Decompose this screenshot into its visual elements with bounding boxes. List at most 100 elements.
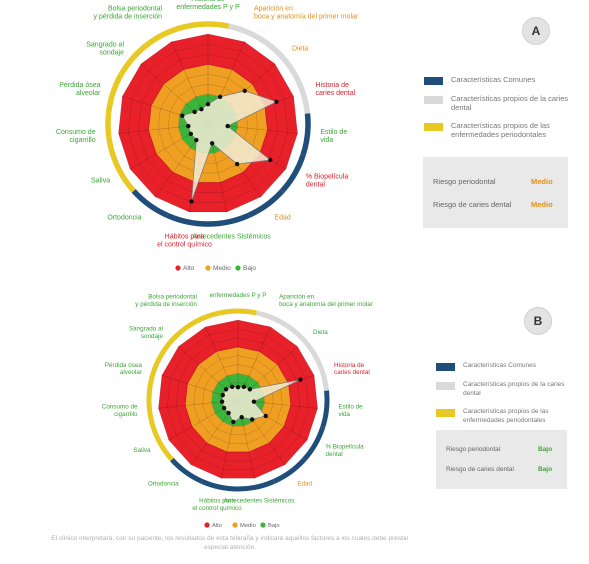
factor-label: Pérdida ósea alveolar <box>59 82 101 97</box>
factor-label-line: vida <box>320 137 333 144</box>
risk-box-a: Riesgo periodontal Medio Riesgo de carie… <box>423 157 568 228</box>
risk-value: Bajo <box>538 466 553 473</box>
factor-label-line: enfermedades P y P <box>176 4 240 11</box>
data-point <box>247 387 253 392</box>
factor-label-line: Bolsa periodontal <box>108 6 163 13</box>
factor-label-line: alveolar <box>76 90 101 97</box>
legend-label: Características Comunes <box>463 362 536 369</box>
factor-label: Ortodoncia <box>148 480 179 487</box>
grid-ring <box>184 346 292 453</box>
data-point <box>263 413 268 419</box>
category-ring-segment <box>265 40 297 76</box>
factor-label-line: Dieta <box>292 45 308 52</box>
legend-dot-label: Medio <box>240 523 256 529</box>
category-ring-segment <box>312 354 329 392</box>
factor-label-line: Ortodoncia <box>148 480 179 487</box>
factor-label: Bolsa periodontal y pérdida de inserción <box>135 293 197 307</box>
data-point <box>251 399 257 404</box>
factor-label: Antecedentes Sistémicos <box>224 498 295 505</box>
category-ring-segment <box>184 310 221 331</box>
category-ring-segment <box>119 40 151 76</box>
data-point <box>209 141 215 146</box>
factor-label-line: boca y anatomía del primer molar <box>279 301 373 308</box>
category-ring-segment <box>131 189 169 218</box>
risk-box-b: Riesgo periodontal Bajo Riesgo de caries… <box>436 430 567 489</box>
factor-label-line: Aparición en <box>279 293 315 300</box>
category-ring-segment <box>105 72 124 114</box>
factor-label-line: Hábitos para <box>165 234 205 241</box>
factor-label: Historia de caries dental <box>334 362 370 376</box>
factor-label-line: sondaje <box>141 333 164 340</box>
factor-label-line: Historia de <box>191 0 225 3</box>
grid-ring <box>148 63 268 183</box>
swatch-caries <box>436 382 455 390</box>
factor-label-line: Ortodoncia <box>107 215 141 222</box>
data-point <box>205 102 211 107</box>
factor-label: Historia deenfermedades P y P <box>176 0 240 11</box>
panel-badge-a: A <box>522 17 550 45</box>
factor-label-line: enfermedades P y P <box>210 292 267 299</box>
category-ring-segment <box>218 308 258 316</box>
category-ring-segment <box>150 426 174 462</box>
category-ring-segment <box>186 21 230 29</box>
data-point <box>242 88 247 94</box>
category-ring-segment <box>105 113 116 156</box>
data-point <box>223 387 229 392</box>
data-point <box>221 405 227 411</box>
data-point <box>199 107 204 112</box>
factor-label: Edad <box>297 480 312 487</box>
data-point <box>194 137 199 143</box>
factor-label: Estilo de vida <box>320 129 347 144</box>
legend-label: Características propios de la caries den… <box>451 94 569 112</box>
category-ring-segment <box>166 212 209 227</box>
legend-dot-label: Bajo <box>268 523 280 529</box>
factor-label-line: el control químico <box>157 242 212 249</box>
factor-label: Sangrado al sondaje <box>86 41 124 56</box>
legend-dot-label: Alto <box>212 523 222 529</box>
legend-dot-label: Medio <box>213 265 231 272</box>
footnote: El clínico interpretará, con su paciente… <box>51 535 409 551</box>
data-point <box>189 199 194 204</box>
legend-item-caries: Características propios de la caries den… <box>436 380 581 398</box>
factor-label: Ortodoncia <box>107 215 141 222</box>
factor-label-line: y pérdida de inserción <box>94 14 163 21</box>
factor-label: % Biopelícula dental <box>325 444 364 458</box>
data-point <box>186 123 191 129</box>
data-point <box>234 161 240 167</box>
factor-label-line: Consumo de <box>56 129 96 136</box>
panel-badge-b: B <box>524 307 552 335</box>
legend-label: Características propios de la caries den… <box>463 381 565 397</box>
grid-ring <box>167 328 309 470</box>
data-point <box>274 99 279 104</box>
category-ring-segment <box>147 23 188 46</box>
factor-label-line: sondaje <box>99 49 124 56</box>
category-ring-segment <box>170 457 203 484</box>
legend-item-comunes: Características Comunes <box>436 361 581 371</box>
category-ring-segment <box>237 478 276 492</box>
grid-ring <box>128 43 288 203</box>
factor-label-line: Aparición en <box>254 6 293 13</box>
factor-label-line: Bolsa periodontal <box>148 293 197 300</box>
data-polygon <box>181 90 278 202</box>
risk-label: Riesgo de caries dental <box>433 200 512 209</box>
legend-item-caries: Características propios de la caries den… <box>424 94 569 112</box>
category-ring-segment <box>110 154 136 193</box>
factor-label: Saliva <box>133 447 151 454</box>
data-point <box>249 417 255 422</box>
factor-label-line: Edad <box>274 215 290 222</box>
data-point <box>180 113 185 118</box>
factor-label-line: Estilo de <box>338 404 363 411</box>
factor-label-line: el control químico <box>192 505 242 512</box>
legend-dot-bajo <box>235 265 241 271</box>
grid-ring <box>202 364 274 436</box>
legend-item-periodontales: Características propios de las enfermeda… <box>436 407 581 425</box>
data-point <box>225 123 230 129</box>
category-ring-segment <box>255 310 292 331</box>
factor-label-line: Historia de <box>334 362 365 369</box>
grid-ring <box>193 355 283 444</box>
factor-label-line: alveolar <box>120 369 142 376</box>
legend-b: Características Comunes Características … <box>436 361 581 434</box>
factor-label-line: % Biopelícula <box>325 444 364 451</box>
category-ring-segment <box>273 457 306 484</box>
factor-label: Pérdida ósea alveolar <box>105 362 143 376</box>
